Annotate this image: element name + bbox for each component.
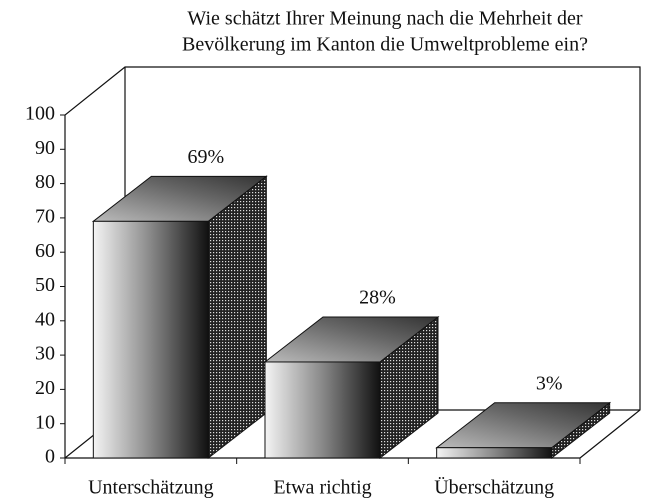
value-label: 3% xyxy=(536,372,563,394)
y-tick-label: 100 xyxy=(25,103,55,125)
bar-front xyxy=(264,361,381,459)
y-tick-label: 0 xyxy=(45,446,55,468)
y-tick-label: 60 xyxy=(35,240,55,262)
bar-front xyxy=(92,220,209,459)
x-tick-label: Überschätzung xyxy=(434,476,554,499)
y-tick-label: 80 xyxy=(35,171,55,193)
bar-side xyxy=(207,175,267,460)
y-tick-label: 50 xyxy=(35,274,55,296)
value-label: 28% xyxy=(359,287,396,309)
bar-front xyxy=(436,447,553,459)
x-tick-label: Unterschätzung xyxy=(88,477,214,499)
chart-title: Bevölkerung im Kanton die Umweltprobleme… xyxy=(182,34,588,56)
y-tick-label: 30 xyxy=(35,343,55,365)
y-tick-label: 10 xyxy=(35,411,55,433)
y-tick-label: 40 xyxy=(35,308,55,330)
x-tick-label: Etwa richtig xyxy=(273,477,371,499)
y-tick-label: 20 xyxy=(35,377,55,399)
y-tick-label: 70 xyxy=(35,205,55,227)
y-tick-label: 90 xyxy=(35,137,55,159)
value-label: 69% xyxy=(187,146,224,168)
chart-title: Wie schätzt Ihrer Meinung nach die Mehrh… xyxy=(187,8,582,30)
